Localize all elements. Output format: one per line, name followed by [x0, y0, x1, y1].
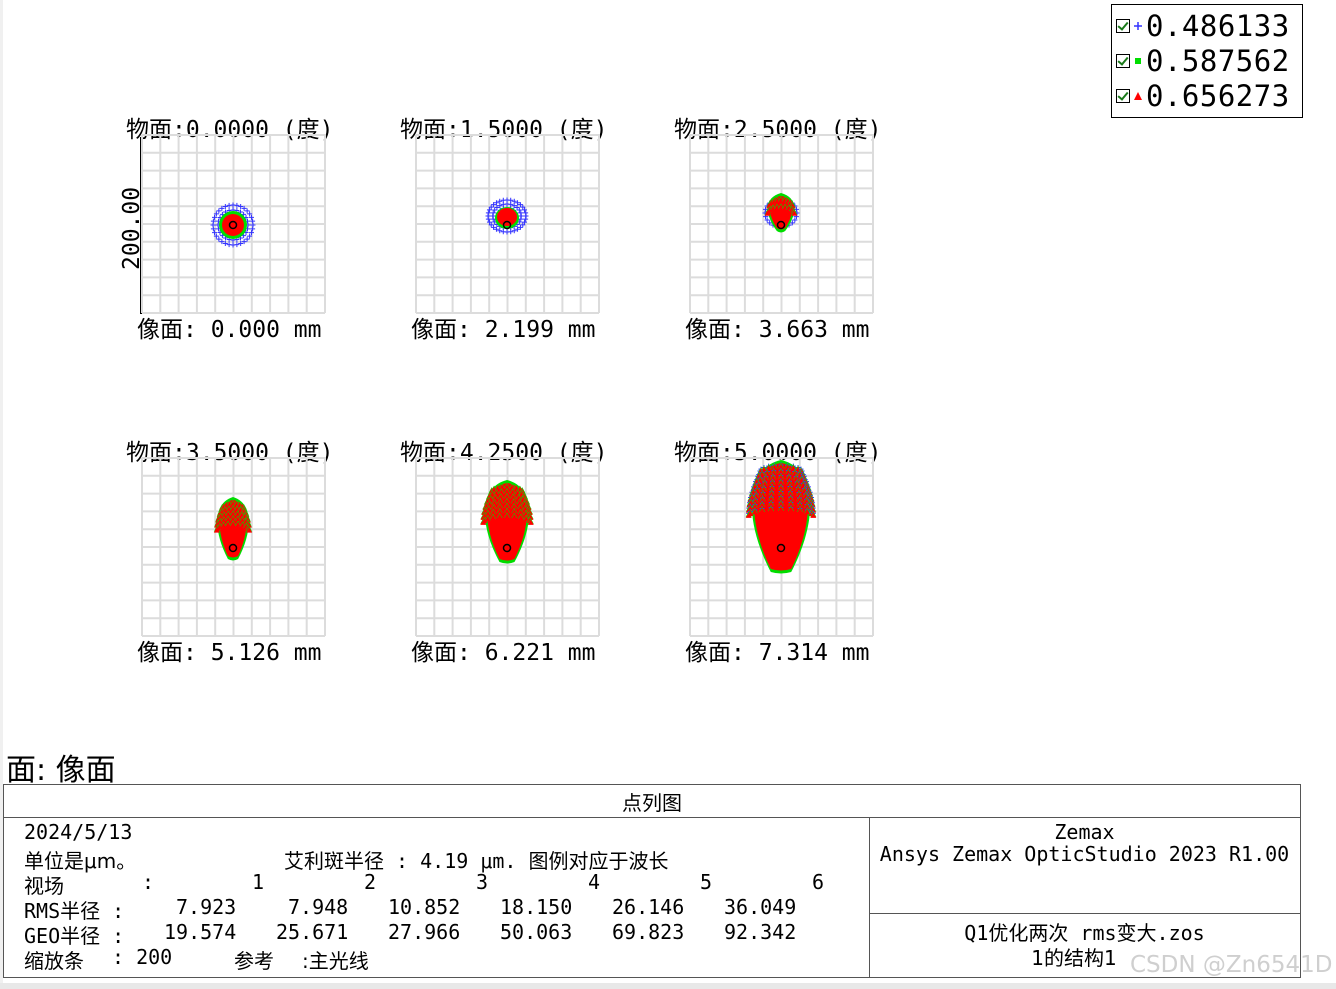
field-number: 2: [364, 870, 376, 894]
spot-blob: [497, 208, 517, 226]
field-colon: :: [142, 870, 154, 894]
ray-point: [523, 210, 528, 215]
geo-value: 27.966: [388, 920, 460, 944]
spot-panel-3: [689, 134, 874, 314]
spot-panel-5: [415, 457, 600, 637]
ray-point: [216, 208, 221, 213]
rms-value: 7.948: [288, 895, 348, 919]
ray-point: [501, 229, 506, 234]
legend-wavelength: 0.587562: [1146, 44, 1290, 78]
triangle-icon: [1132, 86, 1144, 106]
watermark: CSDN @Zn6541D: [1130, 952, 1332, 978]
geo-value: 92.342: [724, 920, 796, 944]
ray-point: [523, 217, 528, 222]
scale-value: : 200: [112, 945, 172, 969]
field-number: 1: [252, 870, 264, 894]
status-strip: [0, 983, 1336, 989]
rms-value: 26.146: [612, 895, 684, 919]
rms-value: 7.923: [176, 895, 236, 919]
ray-point: [227, 242, 232, 247]
software-version: Ansys Zemax OpticStudio 2023 R1.00: [869, 842, 1300, 866]
geo-value: 19.574: [164, 920, 236, 944]
info-panel: 点列图 2024/5/13 单位是μm。 艾利斑半径 : 4.19 μm. 图例…: [3, 784, 1301, 978]
panel-3-image-height: 像面: 3.663 mm: [685, 310, 869, 344]
panel-1-image-height: 像面: 0.000 mm: [137, 310, 321, 344]
surface-label: 面: 像面: [6, 745, 116, 789]
reference-label: 参考: [234, 945, 274, 974]
date: 2024/5/13: [24, 820, 132, 844]
checkbox-icon[interactable]: [1116, 19, 1130, 33]
ray-point: [508, 198, 513, 203]
spot-panel-1: [141, 134, 326, 314]
rms-value: 36.049: [724, 895, 796, 919]
spot-panel-6: [689, 457, 874, 637]
panel-6-image-height: 像面: 7.314 mm: [685, 633, 869, 667]
divider: [869, 913, 1300, 914]
square-icon: [1132, 51, 1144, 71]
field-number: 4: [588, 870, 600, 894]
field-number: 6: [812, 870, 824, 894]
panel-2-image-height: 像面: 2.199 mm: [411, 310, 595, 344]
rms-value: 10.852: [388, 895, 460, 919]
spot-blob: [222, 214, 244, 236]
panel-4-image-height: 像面: 5.126 mm: [137, 633, 321, 667]
checkbox-icon[interactable]: [1116, 54, 1130, 68]
legend-wavelength: 0.486133: [1146, 9, 1290, 43]
field-number: 5: [700, 870, 712, 894]
software-name: Zemax: [869, 820, 1300, 844]
scale-bar-label: 200.00: [119, 240, 143, 270]
geo-value: 69.823: [612, 920, 684, 944]
checkbox-icon[interactable]: [1116, 89, 1130, 103]
legend-wavelength: 0.656273: [1146, 79, 1290, 113]
field-number: 3: [476, 870, 488, 894]
reference-value: :主光线: [302, 945, 369, 974]
legend-row-2[interactable]: 0.587562: [1116, 44, 1290, 78]
spot-panel-2: [415, 134, 600, 314]
geo-value: 25.671: [276, 920, 348, 944]
geo-value: 50.063: [500, 920, 572, 944]
scale-label: 缩放条: [24, 945, 84, 974]
legend-row-3[interactable]: 0.656273: [1116, 79, 1290, 113]
rms-value: 18.150: [500, 895, 572, 919]
plus-icon: [1132, 16, 1144, 36]
ray-point: [245, 208, 250, 213]
legend-row-1[interactable]: 0.486133: [1116, 9, 1290, 43]
panel-5-image-height: 像面: 6.221 mm: [411, 633, 595, 667]
plot-title: 点列图: [4, 785, 1300, 818]
spot-panel-4: [141, 457, 326, 637]
wavelength-legend: 0.486133 0.587562 0.656273: [1111, 4, 1303, 118]
